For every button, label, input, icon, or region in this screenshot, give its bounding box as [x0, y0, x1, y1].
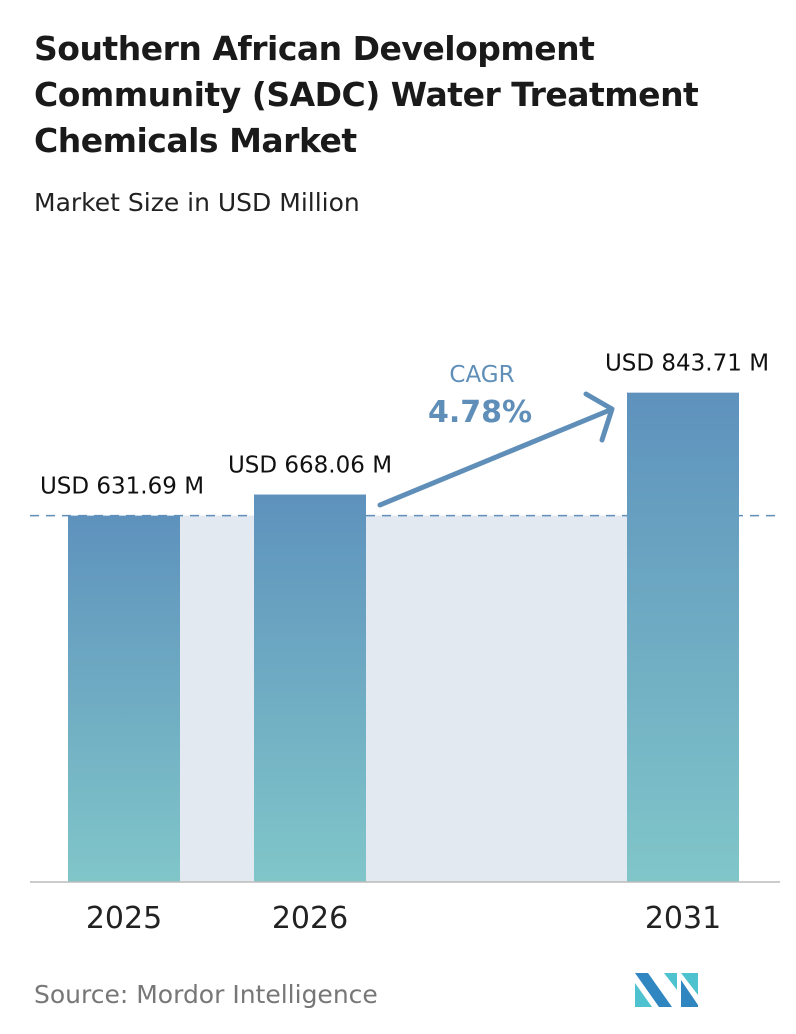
cagr-label: CAGR	[449, 362, 514, 388]
x-tick-2026: 2026	[272, 901, 348, 936]
x-tick-2031: 2031	[645, 901, 721, 936]
bar-2031	[627, 392, 739, 882]
cagr-arrow	[377, 407, 613, 508]
data-label-2031: USD 843.71 M	[605, 351, 769, 377]
bar-2026	[254, 494, 366, 882]
bar-2025	[68, 515, 180, 882]
data-label-2025: USD 631.69 M	[40, 474, 204, 500]
cagr-value: 4.78%	[428, 395, 532, 430]
cagr-arrow-head	[583, 391, 615, 443]
data-label-2026: USD 668.06 M	[228, 453, 392, 479]
chart-title: Southern African Development Community (…	[34, 29, 699, 160]
chart-subtitle: Market Size in USD Million	[34, 188, 360, 217]
x-tick-2025: 2025	[86, 901, 162, 936]
source-text: Source: Mordor Intelligence	[34, 980, 378, 1009]
